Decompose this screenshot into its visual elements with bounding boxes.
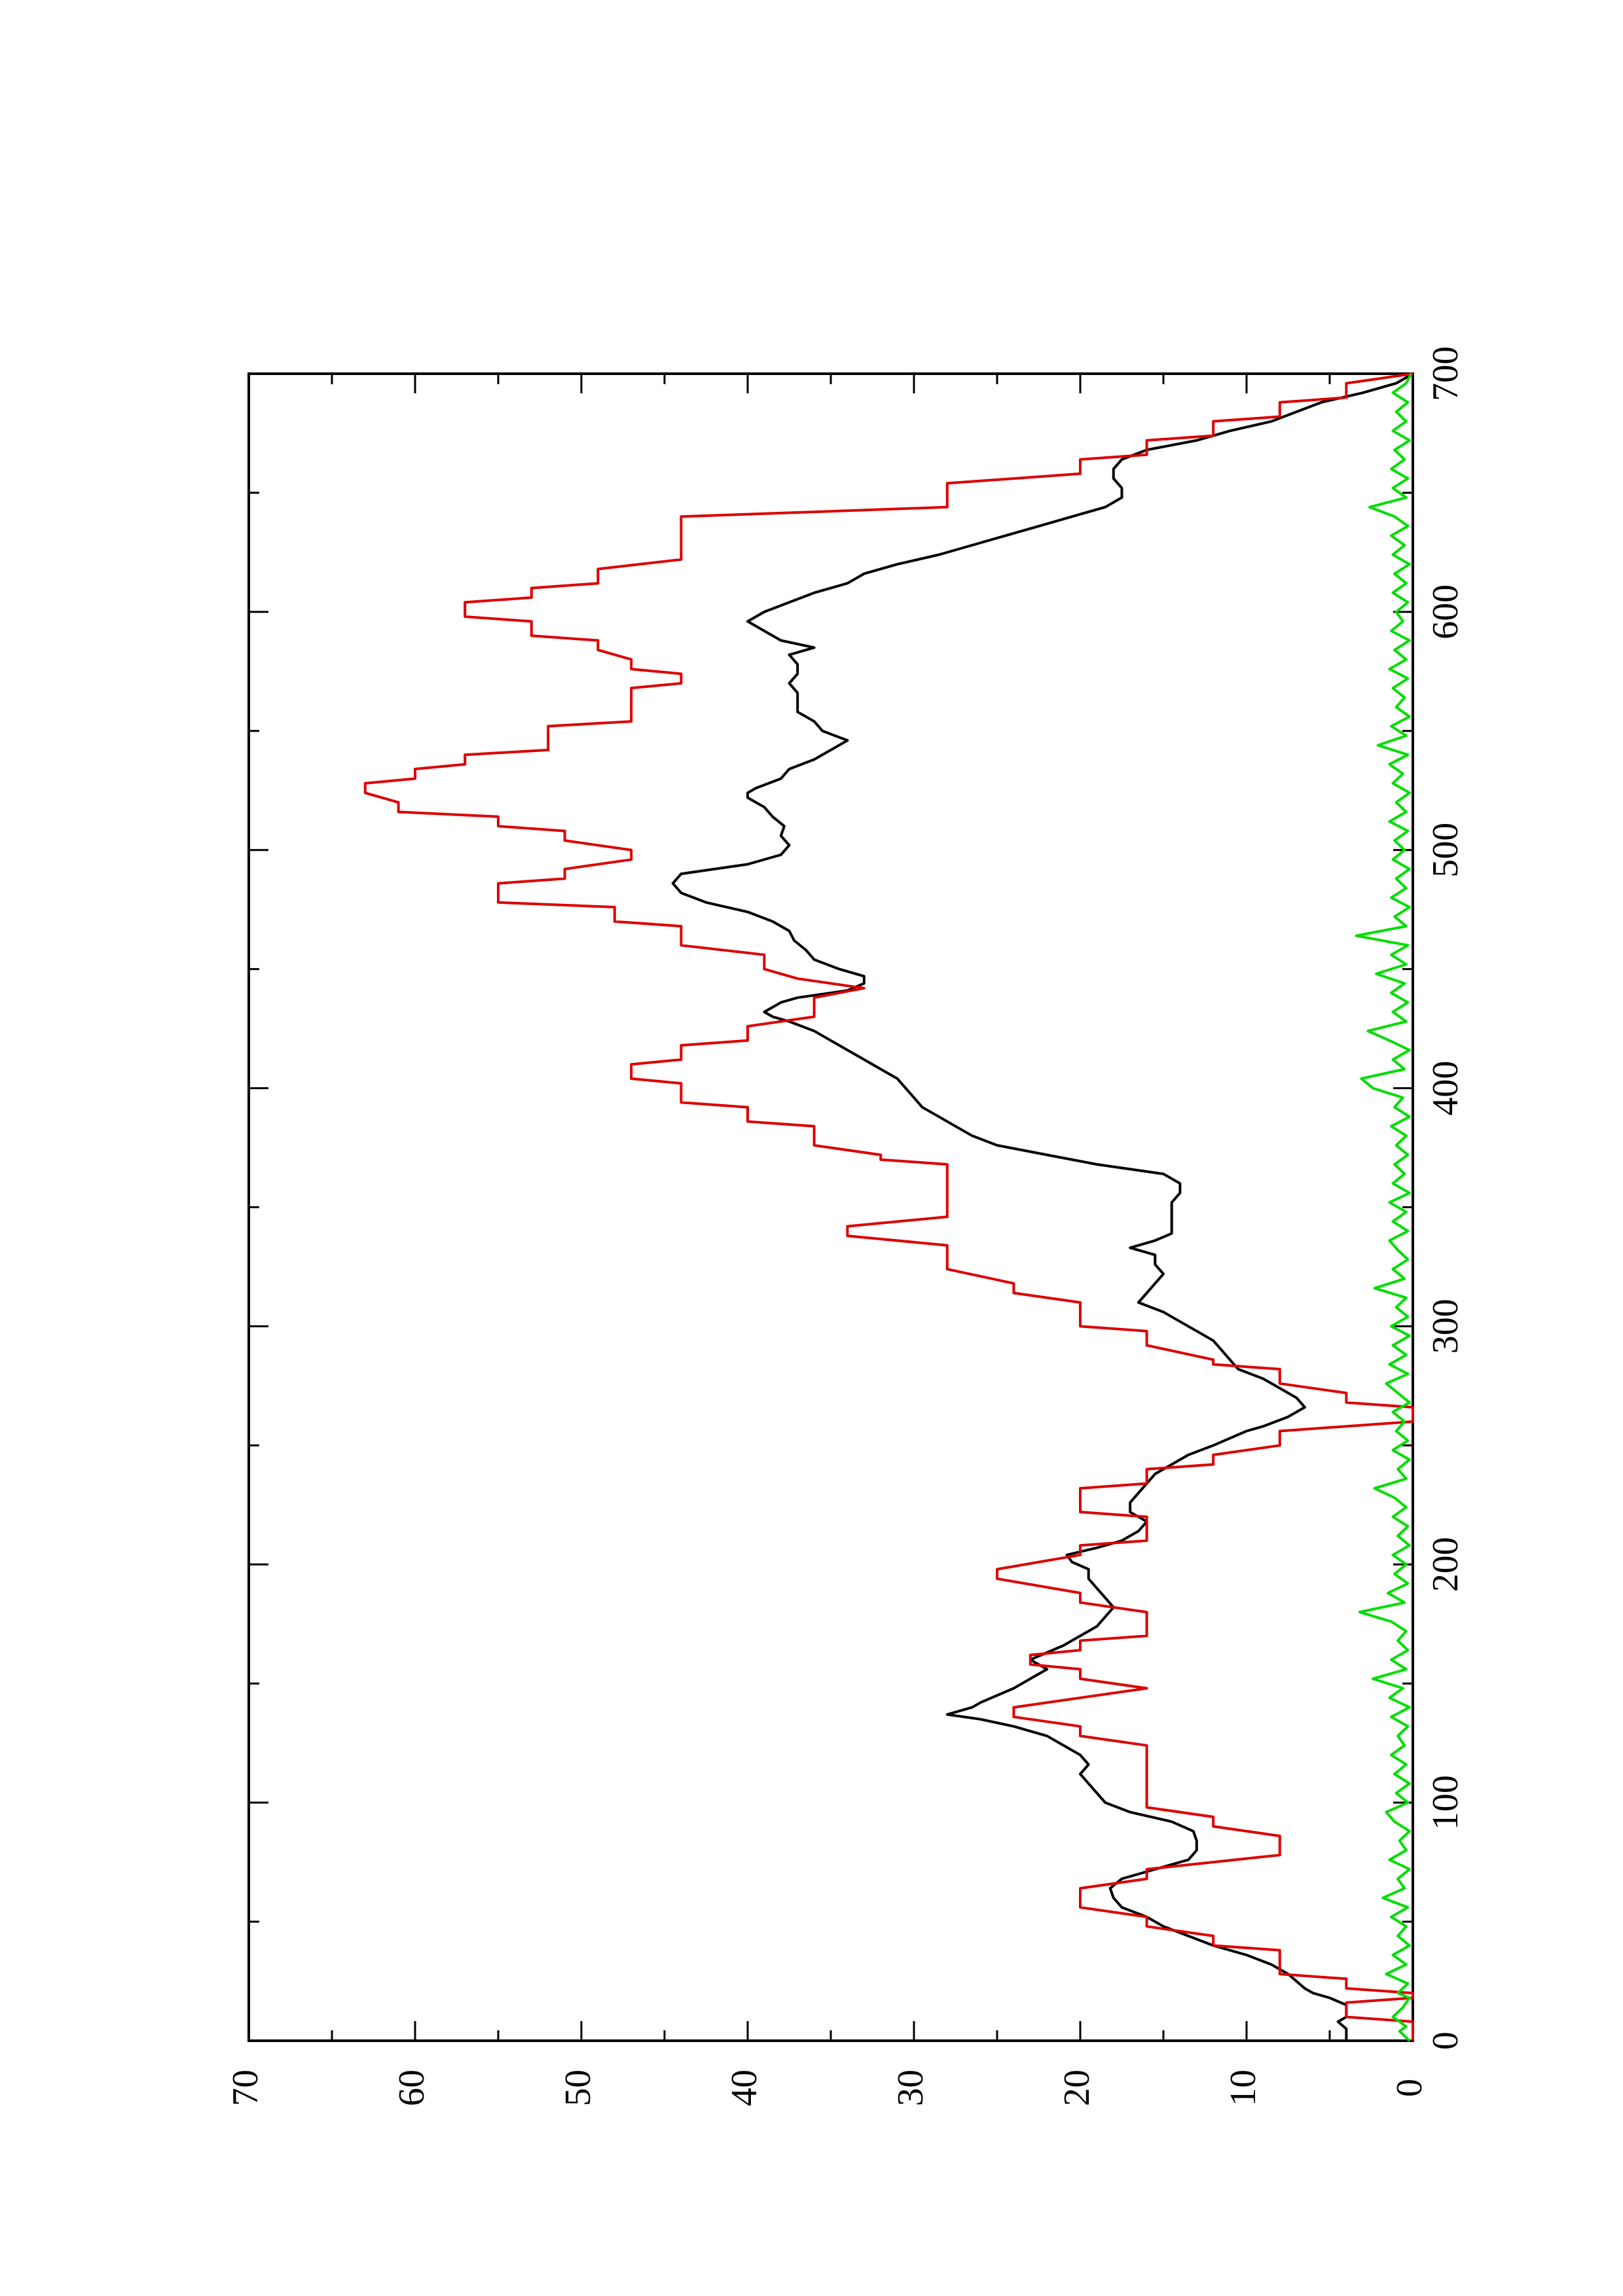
tick-labels: 0 100 200 300 400 500 600 700 0 10 20 30 40 50 60 70 bbox=[225, 346, 1466, 2106]
x-tick-label: 600 bbox=[1425, 584, 1466, 639]
x-tick-label: 400 bbox=[1425, 1061, 1466, 1116]
series-line-2 bbox=[363, 372, 1414, 2041]
x-tick-label: 700 bbox=[1425, 346, 1466, 401]
y-tick-label: 0 bbox=[1389, 2079, 1430, 2097]
x-tick-label: 100 bbox=[1425, 1775, 1466, 1830]
x-tick-label: 300 bbox=[1425, 1299, 1466, 1354]
y-tick-label: 10 bbox=[1223, 2070, 1264, 2106]
y-tick-label: 20 bbox=[1057, 2070, 1097, 2106]
y-tick-label: 40 bbox=[724, 2070, 765, 2106]
series-group bbox=[363, 372, 1414, 2042]
y-tick-label: 30 bbox=[890, 2070, 931, 2106]
y-tick-label: 60 bbox=[392, 2070, 432, 2106]
x-tick-label: 200 bbox=[1425, 1537, 1466, 1592]
x-tick-label: 0 bbox=[1425, 2032, 1466, 2050]
series-line-3 bbox=[1355, 373, 1413, 2042]
series-line-1 bbox=[671, 372, 1413, 2041]
axis-ticks bbox=[247, 372, 1414, 2042]
plot-frame bbox=[247, 372, 1414, 2042]
y-tick-label: 50 bbox=[558, 2070, 598, 2106]
y-tick-label: 70 bbox=[225, 2070, 266, 2106]
x-tick-label: 500 bbox=[1425, 823, 1466, 878]
